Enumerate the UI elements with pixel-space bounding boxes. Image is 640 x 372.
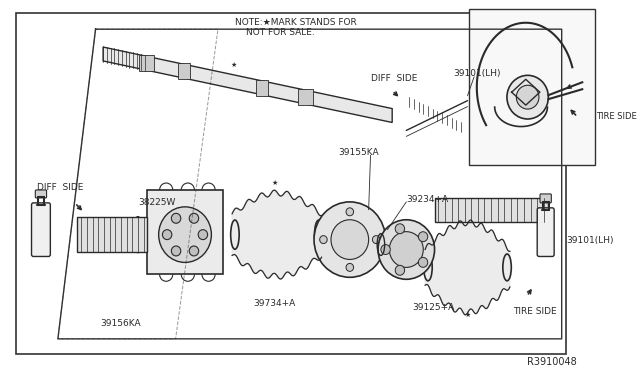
Circle shape: [381, 244, 390, 254]
Circle shape: [198, 230, 207, 240]
Text: NOTE:★MARK STANDS FOR: NOTE:★MARK STANDS FOR: [235, 18, 356, 27]
Circle shape: [314, 202, 385, 277]
Text: 38225W: 38225W: [138, 198, 175, 207]
Circle shape: [189, 213, 198, 223]
Circle shape: [331, 220, 369, 259]
Text: TIRE SIDE: TIRE SIDE: [513, 307, 556, 316]
Circle shape: [516, 85, 539, 109]
Polygon shape: [103, 47, 392, 122]
Polygon shape: [139, 55, 154, 71]
FancyBboxPatch shape: [537, 208, 554, 256]
Text: ★: ★: [271, 180, 278, 186]
Circle shape: [395, 224, 404, 234]
Circle shape: [419, 257, 428, 267]
Circle shape: [419, 232, 428, 242]
Text: 39101(LH): 39101(LH): [566, 235, 614, 245]
Text: DIFF  SIDE: DIFF SIDE: [37, 183, 84, 192]
Circle shape: [189, 246, 198, 256]
Polygon shape: [298, 89, 313, 105]
Text: 39125+A: 39125+A: [412, 303, 454, 312]
FancyBboxPatch shape: [31, 203, 51, 256]
Text: R3910048: R3910048: [527, 357, 577, 367]
Circle shape: [507, 76, 548, 119]
Text: NOT FOR SALE.: NOT FOR SALE.: [246, 28, 315, 37]
Polygon shape: [179, 63, 189, 79]
Polygon shape: [147, 190, 223, 274]
Circle shape: [163, 230, 172, 240]
Polygon shape: [232, 190, 321, 279]
Text: TIRE SIDE: TIRE SIDE: [596, 112, 637, 121]
Bar: [469, 9, 595, 165]
Polygon shape: [425, 220, 510, 315]
Circle shape: [172, 213, 180, 223]
Polygon shape: [77, 217, 147, 253]
Circle shape: [378, 220, 435, 279]
Circle shape: [159, 207, 211, 262]
Text: DIFF  SIDE: DIFF SIDE: [371, 74, 418, 83]
Text: 39234+A: 39234+A: [406, 195, 449, 204]
Polygon shape: [257, 80, 268, 96]
Circle shape: [395, 265, 404, 275]
Circle shape: [172, 246, 180, 256]
Text: 39156KA: 39156KA: [100, 319, 141, 328]
FancyBboxPatch shape: [540, 194, 551, 203]
Circle shape: [389, 232, 423, 267]
Polygon shape: [435, 198, 548, 222]
Circle shape: [346, 263, 353, 271]
Circle shape: [319, 235, 327, 244]
Text: 39155KA: 39155KA: [339, 148, 379, 157]
Text: 39101(LH): 39101(LH): [453, 69, 501, 78]
Text: ★: ★: [465, 312, 470, 318]
Circle shape: [372, 235, 380, 244]
Circle shape: [346, 208, 353, 216]
Text: 39734+A: 39734+A: [253, 299, 296, 308]
FancyBboxPatch shape: [35, 190, 47, 198]
Text: ★: ★: [230, 62, 236, 68]
